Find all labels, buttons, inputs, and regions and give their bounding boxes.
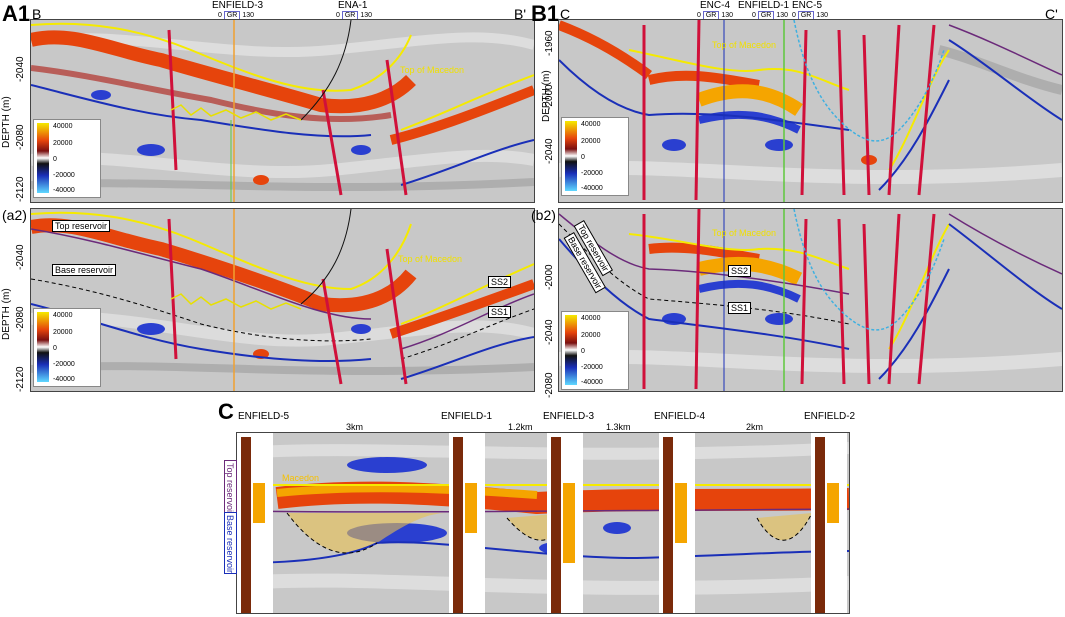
track-label-top-reservoir-c: Top reservoir	[224, 460, 237, 518]
well-ena-1: ENA-1	[338, 0, 368, 11]
annotation-top-macedon-a2: Top of Macedon	[398, 254, 463, 264]
annotation-top-macedon-a1: Top of Macedon	[400, 65, 465, 75]
colorbar-a2: 40000 20000 0 -20000 -40000	[33, 308, 101, 387]
panel-a2-label: (a2)	[2, 207, 27, 223]
colorbar-a1-label-3: -20000	[53, 172, 75, 179]
depth-tick-b2-1: -2040	[544, 319, 555, 345]
distance-c-1: 1.2km	[508, 422, 533, 432]
depth-tick-b1-0: -1960	[544, 30, 555, 56]
well-enc-5-gr-scale: 0 GR 130	[792, 11, 828, 20]
panel-a1-label: A1	[2, 1, 31, 26]
colorbar-a2-label-1: 20000	[53, 329, 73, 336]
depth-axis-title-a1: DEPTH (m)	[1, 96, 12, 148]
well-enfield-1: ENFIELD-1	[738, 0, 790, 11]
well-enc-4: ENC-4	[700, 0, 731, 11]
panel-b2-label: (b2)	[531, 207, 556, 223]
label-ss2-a2: SS2	[488, 276, 512, 288]
depth-tick-b2-2: -2080	[544, 372, 555, 398]
colorbar-b1-label-3: -20000	[581, 170, 603, 177]
colorbar-b1-label-2: 0	[581, 154, 585, 161]
well-c-enfield-5: ENFIELD-5	[238, 411, 290, 422]
well-log-track-c-0	[237, 433, 273, 613]
distance-c-3: 2km	[746, 422, 764, 432]
colorbar-a1-label-1: 20000	[53, 140, 73, 147]
colorbar-b1: 40000 20000 0 -20000 -40000	[561, 117, 629, 196]
label-top-reservoir-a2: Top reservoir	[52, 220, 111, 232]
annotation-top-macedon-b2: Top of Macedon	[712, 228, 777, 238]
well-enfield-1-gr-scale: 0 GR 130	[752, 11, 788, 20]
label-ss1-a2: SS1	[488, 306, 512, 318]
colorbar-b2-label-1: 20000	[581, 332, 601, 339]
section-b-start: C	[560, 6, 571, 22]
depth-tick-b1-1: -2000	[544, 84, 555, 110]
colorbar-b2-label-2: 0	[581, 348, 585, 355]
distance-c-0: 3km	[346, 422, 364, 432]
colorbar-a1-label-0: 40000	[53, 123, 73, 130]
well-enfield-3: ENFIELD-3	[212, 0, 264, 11]
depth-tick-a2-2: -2120	[15, 366, 26, 392]
section-b-end: C'	[1045, 6, 1058, 22]
depth-tick-a1-2: -2120	[15, 176, 26, 202]
colorbar-a2-label-2: 0	[53, 345, 57, 352]
seismic-section-b2	[558, 208, 1063, 392]
annotation-top-macedon-b1: Top of Macedon	[712, 40, 777, 50]
seismic-section-b1	[558, 19, 1063, 203]
well-c-enfield-4: ENFIELD-4	[654, 411, 706, 422]
depth-tick-b2-0: -2000	[544, 264, 555, 290]
well-ena-1-gr-scale: 0 GR 130	[336, 11, 372, 20]
well-log-track-c-4	[811, 433, 847, 613]
well-log-track-c-3	[659, 433, 695, 613]
well-log-track-c-1	[449, 433, 485, 613]
panel-b1-label: B1	[531, 1, 560, 26]
colorbar-b2-label-0: 40000	[581, 315, 601, 322]
colorbar-a1: 40000 20000 0 -20000 -40000	[33, 119, 101, 198]
colorbar-b1-label-1: 20000	[581, 138, 601, 145]
annotation-macedon-c: Macedon	[282, 473, 320, 483]
depth-tick-a2-1: -2080	[15, 306, 26, 332]
distance-c-2: 1.3km	[606, 422, 631, 432]
section-a-end: B'	[514, 6, 527, 22]
label-base-reservoir-a2: Base reservoir	[52, 264, 117, 276]
colorbar-b2-label-3: -20000	[581, 364, 603, 371]
seismic-section-a1	[30, 19, 535, 203]
colorbar-b2-label-4: -40000	[581, 379, 603, 386]
colorbar-a1-label-2: 0	[53, 156, 57, 163]
label-ss2-b2: SS2	[728, 265, 752, 277]
colorbar-a1-label-4: -40000	[53, 187, 75, 194]
colorbar-b2: 40000 20000 0 -20000 -40000	[561, 311, 629, 390]
well-enc-4-gr-scale: 0 GR 130	[697, 11, 733, 20]
well-c-enfield-2: ENFIELD-2	[804, 411, 856, 422]
depth-tick-a1-1: -2080	[15, 124, 26, 150]
seismic-section-a2	[30, 208, 535, 392]
track-label-base-reservoir-c: Base reservoir	[224, 512, 237, 574]
section-a-start: B	[32, 6, 42, 22]
depth-tick-a2-0: -2040	[15, 244, 26, 270]
seismic-section-c	[236, 432, 850, 614]
well-log-track-c-2	[547, 433, 583, 613]
colorbar-a2-label-4: -40000	[53, 376, 75, 383]
depth-axis-title-a2: DEPTH (m)	[1, 288, 12, 340]
well-enfield-3-gr-scale: 0 GR 130	[218, 11, 254, 20]
depth-tick-a1-0: -2040	[15, 56, 26, 82]
colorbar-b1-label-0: 40000	[581, 121, 601, 128]
colorbar-b1-label-4: -40000	[581, 185, 603, 192]
well-c-enfield-1: ENFIELD-1	[441, 411, 493, 422]
label-ss1-b2: SS1	[728, 302, 752, 314]
colorbar-a2-label-3: -20000	[53, 361, 75, 368]
well-enc-5: ENC-5	[792, 0, 823, 11]
colorbar-a2-label-0: 40000	[53, 312, 73, 319]
well-c-enfield-3: ENFIELD-3	[543, 411, 595, 422]
depth-tick-b1-2: -2040	[544, 138, 555, 164]
panel-c-label: C	[218, 399, 234, 424]
